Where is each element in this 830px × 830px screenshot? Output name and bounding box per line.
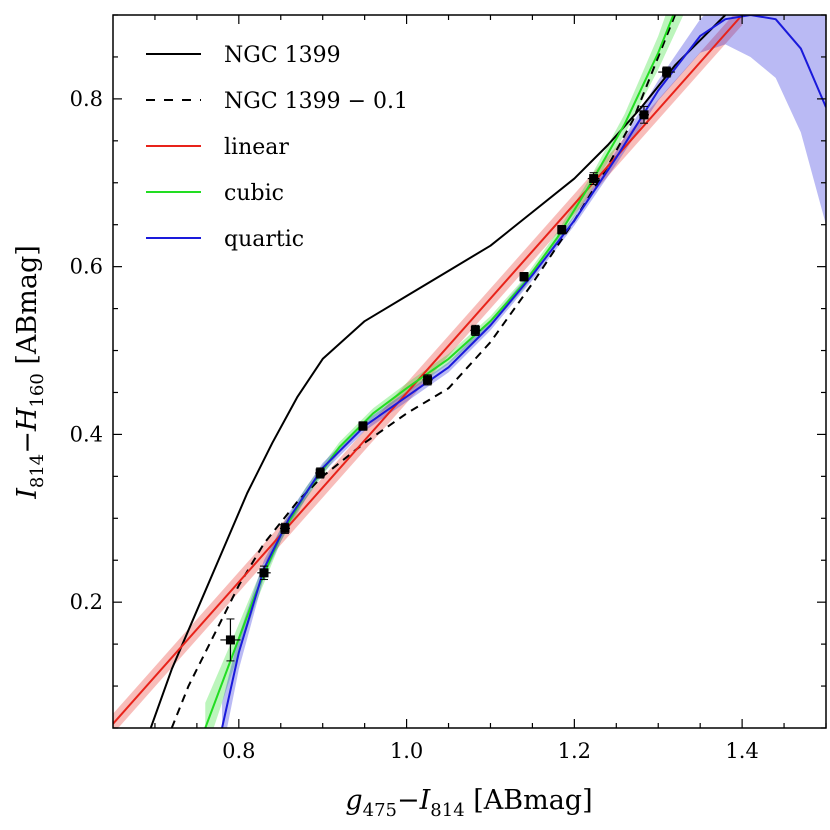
linear-line (113, 15, 743, 725)
data-point-marker (662, 67, 672, 77)
legend-label: NGC 1399 − 0.1 (224, 89, 408, 114)
plot-area (113, 15, 826, 728)
data-point-marker (358, 421, 368, 431)
x-tick-label: 1.0 (390, 739, 423, 763)
data-point-marker (557, 225, 567, 235)
cubic-line (204, 15, 675, 728)
legend-label: linear (224, 135, 289, 160)
plot-frame (112, 14, 827, 729)
data-point-marker (639, 110, 649, 120)
data-point-marker (519, 272, 529, 282)
data-point-10 (587, 172, 600, 185)
x-tick-label: 0.8 (222, 739, 255, 763)
y-tick-label: 0.6 (70, 255, 103, 279)
legend-item-cubic: cubic (146, 181, 284, 206)
data-point-1 (220, 618, 241, 662)
model-lines (113, 15, 826, 728)
data-point-marker (280, 523, 290, 533)
legend-item-ngc-1399: NGC 1399 (146, 43, 341, 68)
data-point-11 (638, 105, 650, 124)
y-axis-label: I814−H160 [ABmag] (12, 245, 48, 500)
data-point-9 (557, 225, 567, 235)
data-point-4 (315, 467, 326, 479)
data-point-8 (519, 272, 529, 282)
data-point-marker (259, 568, 269, 578)
data-point-marker (315, 468, 325, 478)
data-point-3 (279, 522, 290, 534)
y-tick-label: 0.4 (70, 422, 103, 446)
x-tick-label: 1.2 (558, 739, 591, 763)
data-point-marker (423, 375, 433, 385)
data-point-5 (358, 421, 368, 431)
data-point-6 (422, 374, 433, 386)
data-point-2 (257, 565, 271, 581)
data-point-7 (470, 324, 481, 336)
x-axis-label: g475−I814 [ABmag] (345, 785, 592, 821)
y-tick-label: 0.2 (70, 590, 103, 614)
legend-label: quartic (224, 227, 304, 252)
data-point-marker (470, 325, 480, 335)
x-tick-label: 1.4 (725, 739, 758, 763)
legend-item-ngc-1399-0-1: NGC 1399 − 0.1 (146, 89, 408, 114)
data-point-12 (658, 66, 676, 78)
legend-item-quartic: quartic (146, 227, 304, 252)
data-point-marker (589, 174, 599, 184)
quartic-line (221, 15, 826, 728)
legend: NGC 1399 NGC 1399 − 0.1 linear cubic quartic (146, 43, 408, 252)
y-tick-label: 0.8 (70, 87, 103, 111)
legend-item-linear: linear (146, 135, 289, 160)
axis-ticks: 0.8 1.0 1.2 1.4 0.2 0.4 0.6 0.8 (70, 14, 827, 763)
data-points (220, 66, 676, 662)
legend-label: NGC 1399 (224, 43, 341, 68)
ngc-1399-line (149, 15, 727, 728)
data-point-marker (225, 635, 235, 645)
legend-label: cubic (224, 181, 284, 206)
